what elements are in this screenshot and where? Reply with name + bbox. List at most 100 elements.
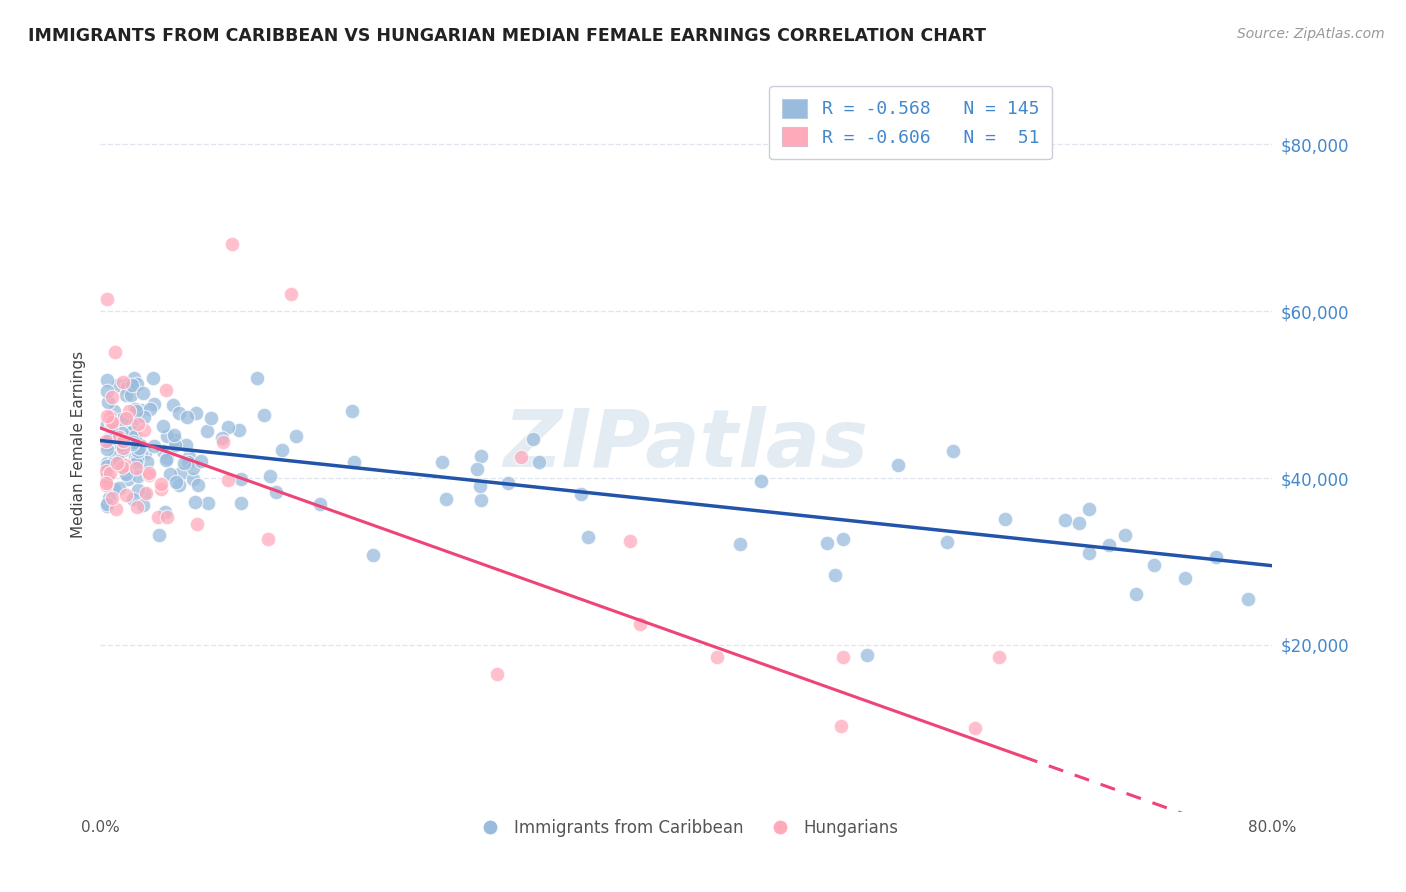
Point [152,419,174,434]
Point [576,531,599,545]
Point [163,438,186,452]
Point [121,425,143,439]
Point [104,450,127,464]
Point [217,473,239,487]
Point [169,477,191,491]
Point [1237,592,1260,607]
Point [468,479,491,493]
Point [856,648,879,662]
Point [107,430,129,444]
Point [155,383,177,397]
Point [105,502,128,516]
Point [190,454,212,468]
Point [253,408,276,422]
Point [132,423,155,437]
Point [529,455,551,469]
Point [965,722,987,736]
Point [112,442,135,456]
Point [271,443,294,458]
Point [177,455,200,469]
Point [942,444,965,458]
Point [125,377,148,392]
Point [96,417,118,431]
Point [115,381,138,395]
Point [96,442,118,456]
Point [887,458,910,473]
Point [132,498,155,512]
Point [197,496,219,510]
Point [1205,549,1227,564]
Point [510,450,533,464]
Point [264,485,287,500]
Point [124,450,146,464]
Point [229,471,252,485]
Point [146,510,169,524]
Point [96,292,118,306]
Point [96,499,118,513]
Point [101,491,124,506]
Point [117,378,139,392]
Point [993,511,1015,525]
Point [111,460,134,475]
Point [129,403,152,417]
Point [96,373,118,387]
Point [815,536,838,550]
Point [125,456,148,470]
Point [132,487,155,501]
Point [569,487,592,501]
Point [108,481,131,495]
Point [832,650,855,665]
Point [987,650,1010,665]
Point [94,478,117,492]
Point [100,420,122,434]
Point [117,403,139,417]
Point [98,466,121,480]
Point [111,425,134,440]
Point [728,537,751,551]
Point [104,426,127,441]
Point [142,438,165,452]
Point [121,491,143,506]
Point [127,417,149,431]
Point [496,475,519,490]
Point [246,371,269,385]
Text: ZIPatlas: ZIPatlas [503,406,869,483]
Point [149,482,172,496]
Point [211,435,233,450]
Point [163,428,186,442]
Point [97,491,120,505]
Point [111,412,134,426]
Point [112,434,135,448]
Point [125,451,148,466]
Point [619,533,641,548]
Point [96,384,118,399]
Point [108,454,131,468]
Point [1067,516,1090,530]
Point [125,461,148,475]
Point [195,424,218,438]
Point [121,416,143,430]
Point [186,517,208,532]
Point [1143,558,1166,573]
Point [114,461,136,475]
Point [1125,587,1147,601]
Point [285,429,308,443]
Point [125,404,148,418]
Point [485,667,508,681]
Point [121,437,143,451]
Point [114,410,136,425]
Point [97,395,120,409]
Point [108,443,131,458]
Point [96,470,118,484]
Point [430,455,453,469]
Point [98,433,121,447]
Point [183,461,205,475]
Point [308,497,330,511]
Point [127,500,149,515]
Point [129,447,152,461]
Point [96,456,118,470]
Point [142,397,165,411]
Point [101,390,124,404]
Point [128,437,150,451]
Point [155,452,177,467]
